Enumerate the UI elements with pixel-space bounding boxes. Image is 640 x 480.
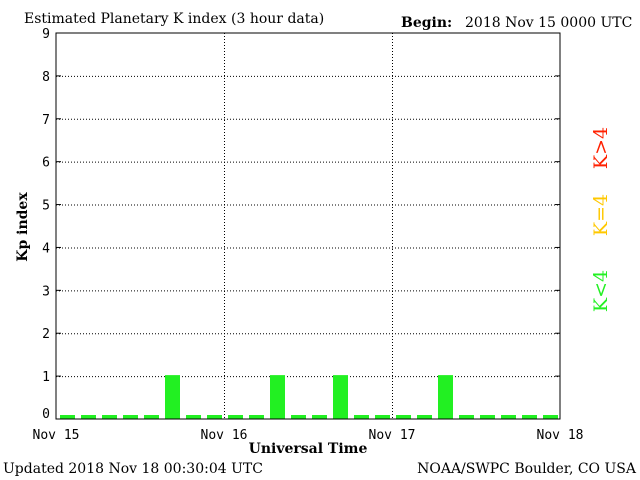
kp-bar bbox=[480, 415, 495, 419]
y-axis-label: Kp index bbox=[15, 192, 31, 262]
y-tick-labels: 0 1 2 3 4 5 6 7 8 9 bbox=[42, 27, 560, 422]
chart-title: Estimated Planetary K index (3 hour data… bbox=[24, 11, 324, 27]
kp-bar bbox=[165, 375, 180, 419]
y-tick-label: 2 bbox=[42, 327, 50, 342]
kp-bar bbox=[144, 415, 159, 419]
legend-k-gt-4: K>4 bbox=[590, 127, 612, 169]
kp-bar bbox=[438, 375, 453, 419]
kp-bar bbox=[333, 375, 348, 419]
y-tick-label: 0 bbox=[42, 407, 50, 422]
legend-k-eq-4: K=4 bbox=[590, 194, 612, 236]
y-tick-label: 1 bbox=[42, 370, 50, 385]
bars bbox=[60, 375, 558, 419]
kp-bar bbox=[291, 415, 306, 419]
y-tick-label: 8 bbox=[42, 70, 50, 85]
kp-bar bbox=[228, 415, 243, 419]
kp-bar bbox=[501, 415, 516, 419]
kp-bar bbox=[207, 415, 222, 419]
kp-bar bbox=[186, 415, 201, 419]
y-tick-label: 9 bbox=[42, 27, 50, 42]
kp-bar bbox=[81, 415, 96, 419]
begin-label: Begin: bbox=[401, 15, 452, 31]
kp-bar bbox=[354, 415, 369, 419]
y-tick-label: 3 bbox=[42, 284, 50, 299]
kp-bar bbox=[522, 415, 537, 419]
begin-value: 2018 Nov 15 0000 UTC bbox=[465, 15, 632, 31]
kp-bar bbox=[249, 415, 264, 419]
y-tick-label: 7 bbox=[42, 113, 50, 128]
y-tick-label: 4 bbox=[42, 241, 50, 256]
x-tick-label: Nov 18 bbox=[537, 428, 584, 443]
updated-timestamp: Updated 2018 Nov 18 00:30:04 UTC bbox=[3, 461, 263, 477]
x-axis-label: Universal Time bbox=[249, 441, 368, 457]
kp-bar bbox=[60, 415, 75, 419]
grid-lines bbox=[56, 33, 560, 419]
x-tick-label: Nov 15 bbox=[33, 428, 80, 443]
kp-bar bbox=[123, 415, 138, 419]
legend-k-lt-4: K<4 bbox=[590, 270, 612, 312]
kp-bar bbox=[270, 375, 285, 419]
y-tick-label: 5 bbox=[42, 199, 50, 214]
x-tick-label: Nov 17 bbox=[369, 428, 416, 443]
kp-bar bbox=[102, 415, 117, 419]
x-tick-label: Nov 16 bbox=[201, 428, 248, 443]
source-credit: NOAA/SWPC Boulder, CO USA bbox=[417, 461, 637, 477]
kp-bar bbox=[396, 415, 411, 419]
kp-bar bbox=[417, 415, 432, 419]
kp-bar bbox=[459, 415, 474, 419]
kp-bar bbox=[312, 415, 327, 419]
y-tick-label: 6 bbox=[42, 156, 50, 171]
plot-frame bbox=[55, 32, 561, 420]
x-tick-labels: Nov 15 Nov 16 Nov 17 Nov 18 bbox=[33, 428, 584, 443]
kp-bar bbox=[543, 415, 558, 419]
kp-bar bbox=[375, 415, 390, 419]
